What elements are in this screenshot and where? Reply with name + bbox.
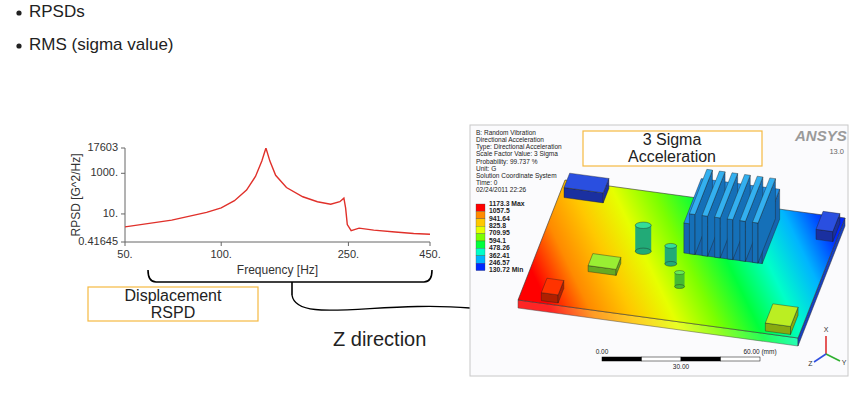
rpsd-chart: 17603 1000. 10. 0.4164550. 100. 250. 450. RPSD … (69, 141, 441, 277)
x-axis (125, 242, 430, 243)
component-top (752, 178, 775, 223)
scale-bar-middle: 30.00 (673, 363, 690, 370)
result-header-line: Directional Acceleration (476, 136, 544, 143)
capacitor-base (665, 261, 677, 266)
component-front (740, 221, 746, 262)
triad-label: Z (808, 360, 813, 367)
capacitor-body (635, 225, 651, 251)
triad-axis (814, 354, 826, 362)
direction-label: Z direction (333, 328, 426, 350)
component-front (752, 222, 758, 263)
component-top (564, 173, 609, 193)
capacitor-top (675, 271, 685, 275)
legend-swatch (476, 204, 485, 211)
legend-swatch (476, 219, 485, 226)
x-tick (348, 242, 349, 246)
sigma-box (583, 131, 762, 166)
displacement-box-text: Displacement (125, 287, 222, 304)
sigma-box-text: 3 Sigma (643, 131, 702, 148)
x-tick-label: 450. (419, 248, 440, 260)
sigma-box-text: Acceleration (628, 148, 716, 165)
capacitor-base (635, 248, 651, 254)
x-tick-label: 250. (338, 248, 359, 260)
legend-label: 594.1 (489, 237, 506, 244)
legend-swatch (476, 263, 485, 270)
x-tick-label: 50. (117, 248, 132, 260)
result-header-line: 02/24/2011 22:26 (476, 186, 527, 193)
y-axis-label: RPSD [G^2/Hz] (69, 154, 83, 237)
bullet-text: RMS (sigma value) (29, 35, 174, 54)
capacitor-body (665, 246, 677, 264)
y-tick-label: 0.41645 (78, 235, 118, 247)
bullet-dot (16, 43, 21, 48)
x-axis-label: Frequency [Hz] (237, 263, 318, 277)
triad-axis (826, 354, 840, 361)
scale-bar-segment (681, 357, 721, 361)
bullet-dot (16, 10, 21, 15)
scale-bar-segment (721, 357, 761, 361)
scale-bar-end: 60.00 (mm) (743, 348, 776, 356)
result-header-line: Unit: G (476, 165, 496, 172)
triad-axis (825, 336, 827, 354)
rpsd-line (125, 148, 430, 234)
component-front (715, 217, 721, 258)
legend-swatch (476, 226, 485, 233)
legend-label: 1057.5 (489, 207, 510, 214)
ansys-version: 13.0 (829, 147, 844, 156)
result-header-line: Time: 0 (476, 179, 498, 186)
scale-bar-segment (642, 357, 682, 361)
component-top (765, 304, 798, 327)
y-tick-label: 17603 (87, 141, 118, 153)
component-top (816, 211, 840, 231)
y-tick-label: 1000. (90, 166, 118, 178)
capacitor-top (635, 222, 651, 228)
ansys-logo: ANSYS (794, 127, 847, 144)
x-tick (125, 242, 126, 246)
y-tick (121, 213, 125, 214)
y-tick-label: 10. (103, 207, 118, 219)
legend-label: 246.57 (489, 259, 510, 266)
y-tick (121, 148, 125, 149)
scale-bar-start: 0.00 (596, 348, 609, 355)
component-top (588, 254, 621, 270)
legend-swatch (476, 241, 485, 248)
legend-swatch (476, 234, 485, 241)
board-top (518, 180, 845, 338)
triad-label: Y (842, 359, 847, 366)
capacitor-top (665, 243, 677, 248)
legend-label: 709.95 (489, 229, 510, 236)
result-frame (470, 125, 848, 376)
result-header-line: B: Random Vibration (476, 129, 536, 136)
component-front (689, 214, 695, 255)
legend-label: 478.26 (489, 244, 510, 251)
legend-swatch (476, 211, 485, 218)
y-axis (125, 148, 126, 242)
legend-label: 941.64 (489, 215, 510, 222)
legend-swatch (476, 256, 485, 263)
legend-label: 825.8 (489, 222, 506, 229)
legend-label: 362.41 (489, 252, 510, 259)
y-tick (121, 173, 125, 174)
legend-swatch (476, 248, 485, 255)
y-tick (121, 242, 125, 243)
triad-label: X (824, 326, 829, 333)
x-tick (430, 242, 431, 246)
bullet-text: RPSDs (29, 2, 85, 21)
x-tick-label: 100. (211, 248, 232, 260)
legend-label: 130.72 Min (489, 266, 523, 273)
x-tick (221, 242, 222, 246)
component-front (727, 219, 733, 260)
result-plot: B: Random VibrationDirectional Accelerat… (470, 125, 848, 376)
displacement-box-text: RSPD (151, 304, 195, 321)
displacement-box (88, 287, 258, 321)
slide: RPSDs RMS (sigma value) 17603 1000. 10. 0.416… (0, 0, 865, 396)
legend-label: 1173.3 Max (489, 200, 525, 207)
scale-bar-segment (602, 357, 642, 361)
capacitor-base (675, 285, 685, 289)
component-front (702, 215, 708, 256)
plot-area (125, 148, 430, 234)
component-top (541, 278, 563, 295)
